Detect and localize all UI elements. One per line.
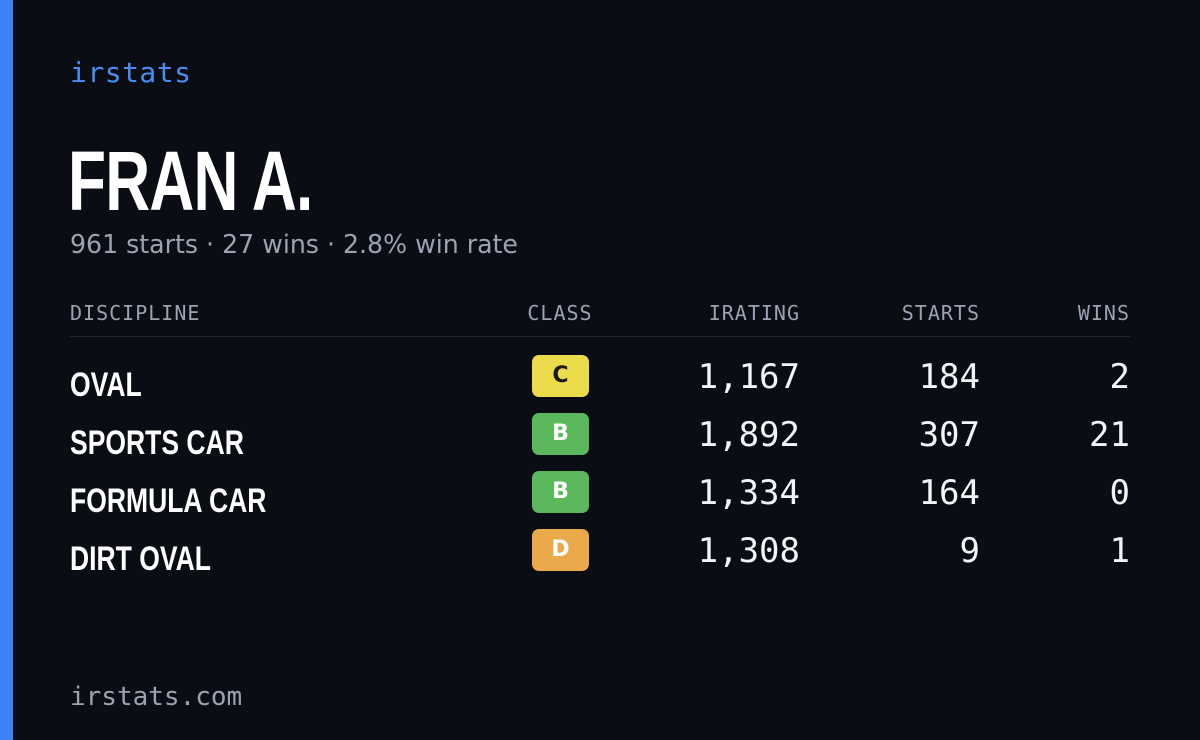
wins-value: 0	[1109, 473, 1130, 513]
discipline-name: OVAL	[70, 366, 142, 404]
wins-value: 1	[1109, 531, 1130, 571]
header-starts: STARTS	[901, 301, 980, 325]
class-badge: C	[532, 355, 589, 397]
class-badge: B	[532, 471, 589, 513]
irating-value: 1,167	[697, 357, 800, 397]
class-badge: D	[532, 529, 589, 571]
table-row: SPORTS CAR B 1,892 307 21	[70, 411, 1130, 469]
discipline-stats-table: DISCIPLINE CLASS IRATING STARTS WINS OVA…	[70, 296, 1130, 585]
table-row: OVAL C 1,167 184 2	[70, 353, 1130, 411]
irating-value: 1,892	[697, 415, 800, 455]
table-body: OVAL C 1,167 184 2 SPORTS CAR B 1,892 30…	[70, 337, 1130, 585]
irating-value: 1,334	[697, 473, 800, 513]
brand-logo-text: irstats	[70, 56, 192, 89]
accent-bar	[0, 0, 13, 740]
irating-value: 1,308	[697, 531, 800, 571]
class-badge: B	[532, 413, 589, 455]
wins-value: 2	[1109, 357, 1130, 397]
player-name: FRAN A.	[68, 134, 313, 228]
starts-value: 184	[918, 357, 980, 397]
discipline-name: DIRT OVAL	[70, 540, 211, 578]
discipline-name: SPORTS CAR	[70, 424, 244, 462]
footer-site-url: irstats.com	[70, 682, 243, 712]
header-discipline: DISCIPLINE	[70, 301, 201, 325]
table-row: DIRT OVAL D 1,308 9 1	[70, 527, 1130, 585]
table-header: DISCIPLINE CLASS IRATING STARTS WINS	[70, 296, 1130, 337]
wins-value: 21	[1089, 415, 1130, 455]
discipline-name: FORMULA CAR	[70, 482, 267, 520]
player-summary: 961 starts · 27 wins · 2.8% win rate	[70, 230, 518, 260]
header-class: CLASS	[527, 301, 593, 325]
starts-value: 307	[918, 415, 980, 455]
header-wins: WINS	[1077, 301, 1130, 325]
header-irating: IRATING	[708, 301, 800, 325]
table-row: FORMULA CAR B 1,334 164 0	[70, 469, 1130, 527]
starts-value: 9	[959, 531, 980, 571]
starts-value: 164	[918, 473, 980, 513]
